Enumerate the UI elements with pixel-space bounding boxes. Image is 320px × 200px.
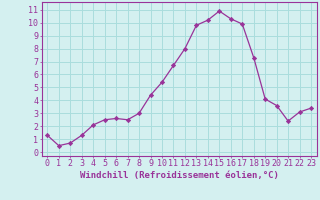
X-axis label: Windchill (Refroidissement éolien,°C): Windchill (Refroidissement éolien,°C) — [80, 171, 279, 180]
